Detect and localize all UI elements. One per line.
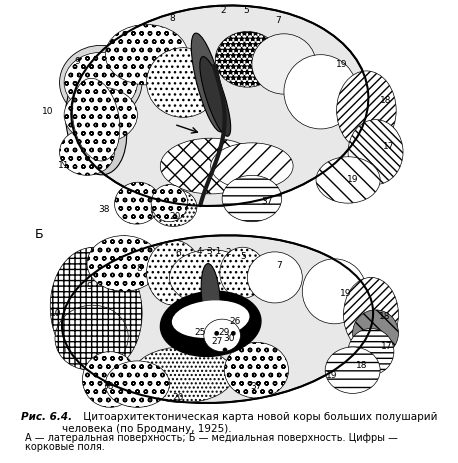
Ellipse shape — [222, 176, 282, 222]
Text: Цитоархитектоническая карта новой коры больших полушарий: Цитоархитектоническая карта новой коры б… — [80, 411, 438, 421]
Text: 2: 2 — [225, 247, 231, 257]
Ellipse shape — [65, 75, 127, 175]
Ellipse shape — [55, 306, 128, 370]
Text: 19: 19 — [340, 288, 352, 297]
Ellipse shape — [302, 259, 366, 324]
Ellipse shape — [64, 88, 137, 144]
Ellipse shape — [82, 352, 137, 407]
Text: 37: 37 — [261, 197, 273, 206]
Text: 9: 9 — [74, 56, 80, 66]
Ellipse shape — [160, 139, 261, 194]
Text: 25: 25 — [195, 327, 206, 337]
Text: 11: 11 — [62, 345, 74, 354]
Text: 9: 9 — [87, 282, 92, 291]
Text: человека (по Бродману, 1925).: человека (по Бродману, 1925). — [62, 423, 231, 433]
Ellipse shape — [172, 300, 250, 338]
Ellipse shape — [133, 347, 234, 403]
Text: 7: 7 — [275, 16, 281, 25]
Text: 19: 19 — [347, 174, 359, 183]
Text: 37: 37 — [250, 381, 262, 390]
Text: 5: 5 — [244, 6, 249, 15]
Ellipse shape — [348, 329, 394, 375]
Ellipse shape — [72, 79, 120, 162]
Text: А — латеральная поверхность; Б — медиальная поверхность. Цифры —: А — латеральная поверхность; Б — медиаль… — [25, 432, 398, 442]
Ellipse shape — [353, 310, 398, 357]
Text: 30: 30 — [223, 333, 235, 343]
Ellipse shape — [252, 35, 316, 95]
Text: 20: 20 — [172, 392, 183, 401]
Ellipse shape — [348, 120, 403, 185]
Ellipse shape — [337, 72, 396, 150]
Text: 18: 18 — [380, 96, 392, 105]
Ellipse shape — [60, 130, 114, 176]
Ellipse shape — [200, 57, 231, 137]
Text: 38: 38 — [98, 205, 110, 214]
Text: 5: 5 — [240, 251, 245, 260]
Ellipse shape — [64, 53, 137, 113]
Text: 2: 2 — [220, 6, 226, 15]
Ellipse shape — [105, 361, 169, 407]
Text: 26: 26 — [229, 316, 240, 325]
Text: 19: 19 — [326, 370, 338, 380]
Text: 10: 10 — [50, 308, 62, 317]
Ellipse shape — [211, 144, 293, 190]
Ellipse shape — [71, 6, 368, 206]
Text: 27: 27 — [212, 336, 223, 345]
Text: 18: 18 — [356, 360, 368, 369]
Ellipse shape — [50, 248, 142, 373]
Ellipse shape — [284, 56, 357, 130]
Ellipse shape — [151, 185, 188, 222]
Ellipse shape — [87, 236, 160, 292]
Text: 29: 29 — [219, 327, 230, 337]
Ellipse shape — [147, 49, 220, 118]
Ellipse shape — [220, 248, 266, 299]
Text: корковые поля.: корковые поля. — [25, 441, 105, 451]
Ellipse shape — [224, 343, 289, 398]
Ellipse shape — [316, 157, 380, 204]
Ellipse shape — [204, 319, 240, 352]
Ellipse shape — [62, 236, 373, 403]
Text: 8: 8 — [137, 263, 142, 272]
Ellipse shape — [160, 292, 261, 357]
Ellipse shape — [344, 278, 398, 352]
Text: 11: 11 — [57, 161, 69, 170]
Text: 17: 17 — [382, 141, 394, 150]
Text: 17: 17 — [381, 341, 393, 350]
Text: 3 1: 3 1 — [207, 246, 222, 256]
Text: 19: 19 — [335, 59, 347, 69]
Ellipse shape — [105, 25, 188, 86]
Ellipse shape — [201, 264, 220, 329]
Ellipse shape — [247, 252, 302, 303]
Text: 8: 8 — [169, 14, 174, 23]
Text: 7: 7 — [277, 260, 282, 269]
Ellipse shape — [151, 190, 197, 227]
Ellipse shape — [147, 241, 202, 306]
Text: 4: 4 — [196, 246, 202, 256]
Ellipse shape — [191, 34, 225, 132]
Text: 20: 20 — [170, 212, 181, 221]
Ellipse shape — [215, 32, 279, 88]
Ellipse shape — [325, 347, 380, 394]
Text: 10: 10 — [42, 106, 54, 116]
Text: 38: 38 — [102, 381, 114, 390]
Text: 18: 18 — [379, 311, 391, 320]
Ellipse shape — [60, 46, 142, 120]
Text: 6: 6 — [176, 249, 181, 258]
Ellipse shape — [114, 183, 160, 225]
Ellipse shape — [169, 250, 252, 306]
Text: Рис. 6.4.: Рис. 6.4. — [21, 411, 72, 421]
Text: Б: Б — [34, 227, 43, 240]
